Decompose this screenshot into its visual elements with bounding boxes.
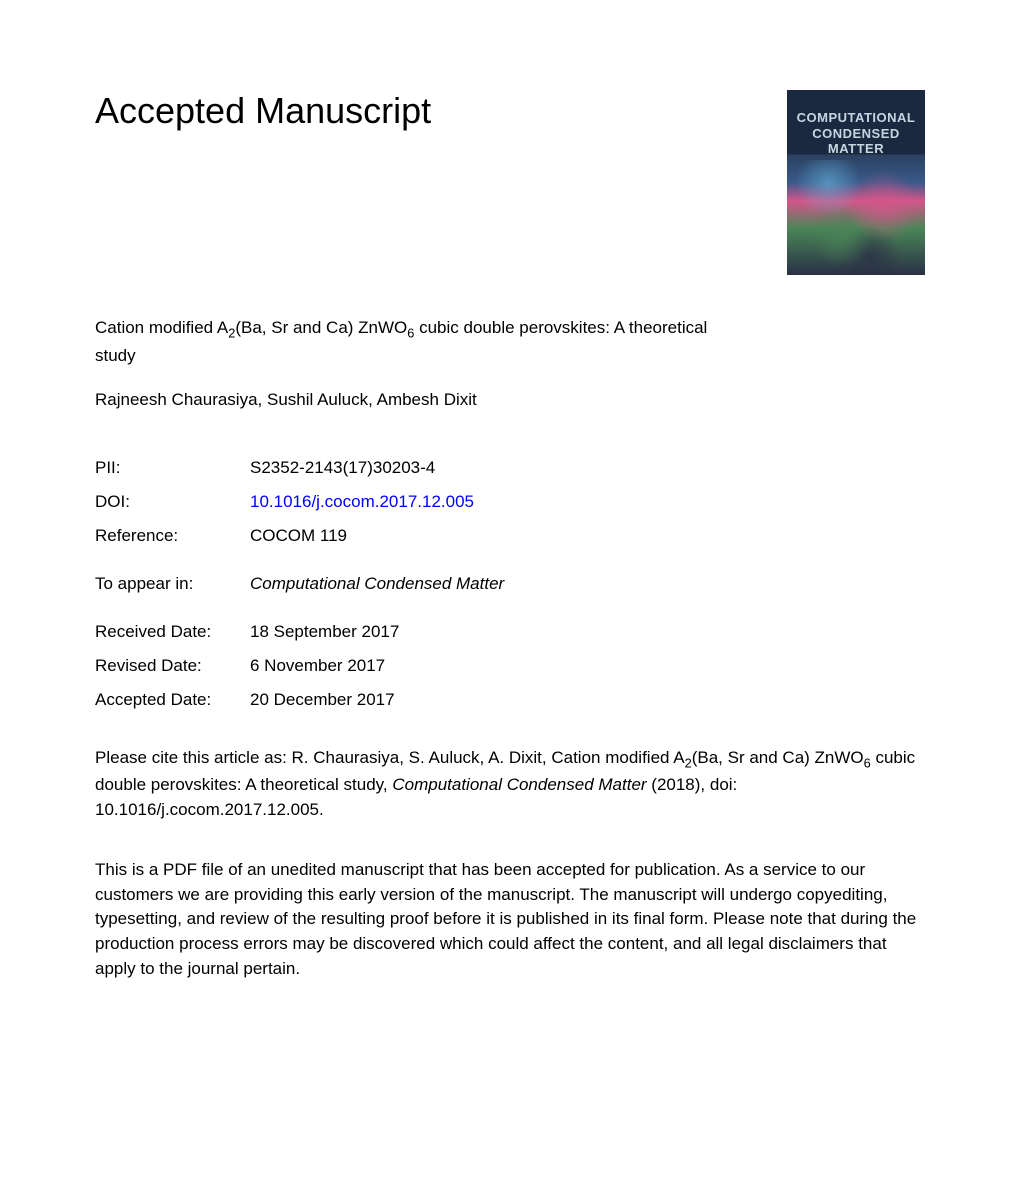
received-value: 18 September 2017 xyxy=(250,622,925,642)
doi-label: DOI: xyxy=(95,492,250,512)
metadata-row-revised: Revised Date: 6 November 2017 xyxy=(95,656,925,676)
disclaimer-text: This is a PDF file of an unedited manusc… xyxy=(95,858,925,981)
cover-title-line2: CONDENSED MATTER xyxy=(812,126,900,157)
spacer xyxy=(95,608,925,622)
metadata-row-reference: Reference: COCOM 119 xyxy=(95,526,925,546)
citation-prefix: Please cite this article as: R. Chaurasi… xyxy=(95,748,685,767)
doi-link[interactable]: 10.1016/j.cocom.2017.12.005 xyxy=(250,492,925,512)
metadata-row-accepted: Accepted Date: 20 December 2017 xyxy=(95,690,925,710)
header-row: Accepted Manuscript COMPUTATIONAL CONDEN… xyxy=(95,90,925,275)
received-label: Received Date: xyxy=(95,622,250,642)
cover-pattern xyxy=(787,160,925,275)
accepted-value: 20 December 2017 xyxy=(250,690,925,710)
page-heading: Accepted Manuscript xyxy=(95,90,431,132)
metadata-row-appear-in: To appear in: Computational Condensed Ma… xyxy=(95,574,925,594)
metadata-row-received: Received Date: 18 September 2017 xyxy=(95,622,925,642)
reference-value: COCOM 119 xyxy=(250,526,925,546)
reference-label: Reference: xyxy=(95,526,250,546)
accepted-label: Accepted Date: xyxy=(95,690,250,710)
title-prefix: Cation modified A xyxy=(95,318,228,337)
revised-label: Revised Date: xyxy=(95,656,250,676)
metadata-row-pii: PII: S2352-2143(17)30203-4 xyxy=(95,458,925,478)
spacer xyxy=(95,560,925,574)
citation-mid: (Ba, Sr and Ca) ZnWO xyxy=(692,748,864,767)
appear-in-value: Computational Condensed Matter xyxy=(250,574,925,594)
citation-sub2: 6 xyxy=(864,755,871,770)
title-mid: (Ba, Sr and Ca) ZnWO xyxy=(235,318,407,337)
pii-label: PII: xyxy=(95,458,250,478)
article-title: Cation modified A2(Ba, Sr and Ca) ZnWO6 … xyxy=(95,315,735,368)
journal-cover-image: COMPUTATIONAL CONDENSED MATTER xyxy=(787,90,925,275)
cover-title-line1: COMPUTATIONAL xyxy=(797,110,916,125)
revised-value: 6 November 2017 xyxy=(250,656,925,676)
metadata-row-doi: DOI: 10.1016/j.cocom.2017.12.005 xyxy=(95,492,925,512)
citation-journal: Computational Condensed Matter xyxy=(392,775,646,794)
appear-in-label: To appear in: xyxy=(95,574,250,594)
authors: Rajneesh Chaurasiya, Sushil Auluck, Ambe… xyxy=(95,390,925,410)
metadata-table: PII: S2352-2143(17)30203-4 DOI: 10.1016/… xyxy=(95,458,925,710)
citation-text: Please cite this article as: R. Chaurasi… xyxy=(95,746,925,822)
pii-value: S2352-2143(17)30203-4 xyxy=(250,458,925,478)
citation-sub1: 2 xyxy=(685,755,692,770)
cover-title: COMPUTATIONAL CONDENSED MATTER xyxy=(795,110,917,157)
